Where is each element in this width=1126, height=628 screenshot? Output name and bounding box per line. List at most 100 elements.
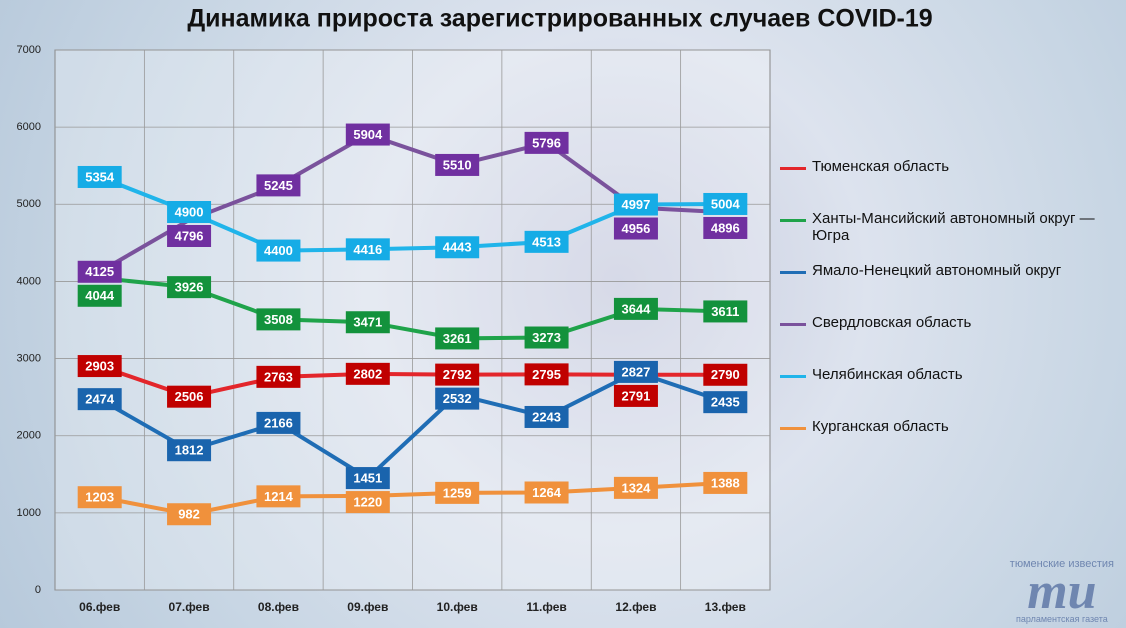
y-tick-label: 5000 [17,198,41,210]
value-label: 4416 [353,242,382,257]
value-label: 1264 [532,485,562,500]
logo: тюменские известия mu парламентская газе… [1010,558,1114,624]
value-label-box [256,308,301,331]
value-label-box [77,165,122,188]
value-label-box [435,481,480,504]
legend-label: Ямало-Ненецкий автономный округ [812,262,1062,279]
value-label-box [613,476,658,499]
value-label: 1220 [353,495,382,510]
value-label-box [345,362,390,385]
value-label-box [613,193,658,216]
x-tick-label: 12.фев [615,600,656,614]
legend-label: Ханты-Мансийский автономный округ — Югра [812,210,1095,244]
y-tick-label: 0 [35,584,41,596]
legend-item: Ямало-Ненецкий автономный округ [780,262,1110,314]
x-tick-label: 08.фев [258,600,299,614]
value-label-box [256,411,301,434]
value-label-box [167,385,212,408]
legend: Тюменская область Ханты-Мансийский автоно… [780,158,1110,470]
x-tick-label: 07.фев [169,600,210,614]
value-label-box [256,485,301,508]
value-label-box [167,225,212,247]
value-label-box [77,355,122,378]
value-label: 5245 [264,178,293,193]
value-label: 4443 [443,240,472,255]
value-label-box [703,363,748,386]
y-tick-label: 2000 [17,430,41,442]
y-tick-label: 7000 [17,44,41,56]
value-label: 2435 [711,395,740,410]
value-label-box [77,260,122,283]
value-label-box [613,360,658,383]
value-label: 4513 [532,234,561,249]
value-label: 2827 [621,364,650,379]
value-label: 5510 [443,157,472,172]
x-tick-label: 09.фев [347,600,388,614]
value-label: 5004 [711,196,741,211]
value-label: 2791 [621,388,650,403]
value-label-box [345,311,390,334]
value-label-box [256,365,301,388]
legend-swatch [780,375,806,378]
value-label: 3508 [264,312,293,327]
value-label: 3471 [353,315,382,330]
value-label: 982 [178,507,200,522]
value-label: 2763 [264,369,293,384]
value-label: 5354 [85,169,115,184]
x-tick-label: 10.фев [437,600,478,614]
value-label: 4125 [85,264,114,279]
value-label-box [703,300,748,323]
value-label: 2790 [711,367,740,382]
value-label: 1451 [353,471,382,486]
y-tick-label: 1000 [17,507,41,519]
legend-swatch [780,271,806,274]
value-label-box [524,326,569,349]
value-label-box [77,284,122,307]
value-label: 2903 [85,358,114,373]
value-label-box [524,131,569,154]
value-label: 2243 [532,409,561,424]
logo-top: тюменские известия [1009,558,1114,570]
logo-main: mu [1027,563,1097,620]
legend-label: Тюменская область [812,158,950,175]
value-label-box [345,123,390,146]
legend-label: Курганская область [812,418,949,435]
x-tick-label: 06.фев [79,600,120,614]
value-label: 2474 [85,392,115,407]
legend-label: Свердловская область [812,314,972,331]
value-label-box [703,471,748,494]
value-label-box [345,238,390,261]
value-label-box [613,384,658,407]
value-label-box [703,216,748,239]
value-label: 2506 [175,389,204,404]
value-label: 5904 [353,127,383,142]
value-label: 1259 [443,485,472,500]
value-label: 4997 [621,197,650,212]
value-label-box [703,192,748,215]
value-label-box [435,153,480,176]
value-label-box [524,230,569,253]
legend-swatch [780,219,806,222]
legend-item: Свердловская область [780,314,1110,366]
value-label-box [524,405,569,428]
value-label-box [167,201,212,223]
value-label-box [435,363,480,386]
value-label: 1324 [621,480,651,495]
value-label-box [167,503,212,526]
value-label-box [77,486,122,509]
value-label: 1388 [711,475,740,490]
legend-item: Челябинская область [780,366,1110,418]
value-label: 3611 [711,304,739,319]
value-label-box [524,481,569,504]
y-tick-label: 4000 [17,275,41,287]
value-label: 2532 [443,391,472,406]
value-label-box [435,387,480,410]
value-label-box [703,391,748,414]
value-label-box [345,467,390,490]
value-label: 4900 [175,204,204,219]
x-tick-label: 13.фев [705,600,746,614]
value-label: 4956 [621,221,650,236]
value-label-box [167,276,212,299]
value-label: 1214 [264,489,294,504]
